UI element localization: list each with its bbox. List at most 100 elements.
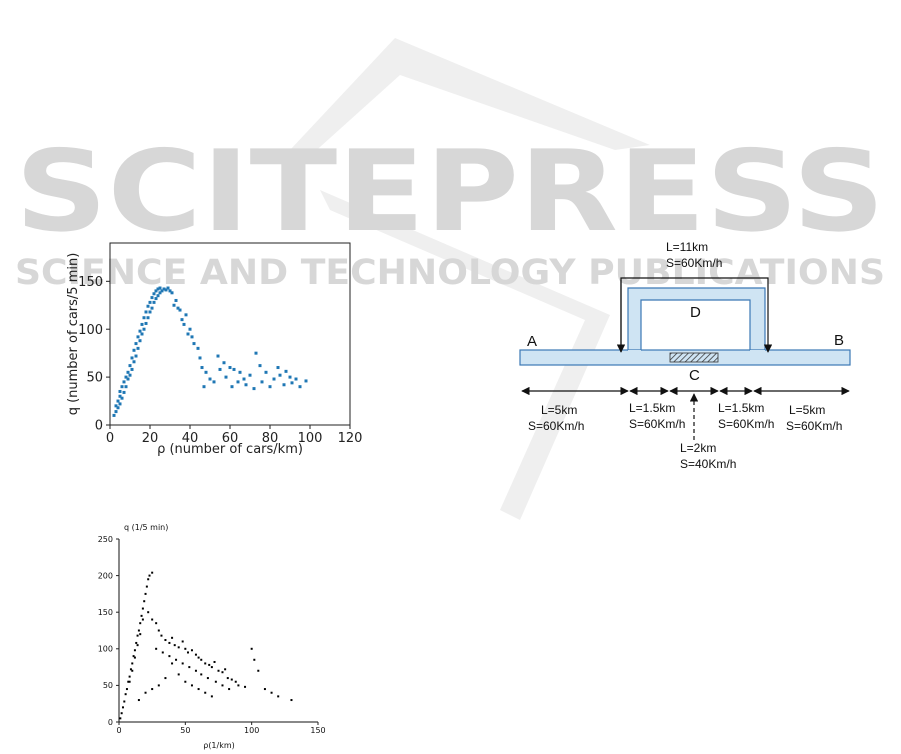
- x-tick-label: 100: [244, 726, 259, 735]
- data-point: [151, 688, 154, 691]
- data-point: [150, 296, 154, 300]
- data-point: [206, 677, 209, 680]
- data-point: [155, 622, 158, 625]
- data-point: [237, 684, 240, 687]
- data-point: [226, 677, 229, 680]
- data-point: [162, 287, 166, 291]
- data-point: [144, 321, 148, 325]
- data-point: [132, 348, 136, 352]
- data-point: [132, 655, 135, 658]
- data-point: [131, 669, 134, 672]
- data-point: [264, 370, 268, 374]
- data-point: [277, 695, 280, 698]
- data-point: [146, 304, 150, 308]
- node-b-label: B: [834, 332, 844, 349]
- data-point: [200, 658, 203, 661]
- data-point: [138, 329, 142, 333]
- y-tick-label: 100: [78, 323, 103, 338]
- data-point: [284, 369, 288, 373]
- data-point: [257, 669, 260, 672]
- data-point: [197, 688, 200, 691]
- data-point: [230, 678, 233, 681]
- data-point: [166, 286, 170, 290]
- data-point: [258, 364, 262, 368]
- data-point: [238, 370, 242, 374]
- data-point: [244, 383, 248, 387]
- data-point: [173, 644, 176, 647]
- data-point: [139, 633, 142, 636]
- data-point: [122, 390, 126, 394]
- data-point: [142, 316, 146, 320]
- x-tick-label: 50: [180, 726, 190, 735]
- data-point: [155, 647, 158, 650]
- data-point: [263, 688, 266, 691]
- data-point: [186, 651, 189, 654]
- x-tick-label: 120: [338, 431, 363, 446]
- data-point: [128, 675, 131, 678]
- data-point: [114, 410, 118, 414]
- data-point: [144, 592, 147, 595]
- data-point: [184, 680, 187, 683]
- data-point: [164, 288, 168, 292]
- segment-1-speed: S=60Km/h: [528, 419, 584, 433]
- data-point: [158, 286, 162, 290]
- data-point: [141, 607, 144, 610]
- data-point: [116, 399, 120, 403]
- data-point: [200, 673, 203, 676]
- data-point: [114, 404, 118, 408]
- data-point: [200, 366, 204, 370]
- data-point: [152, 300, 156, 304]
- data-point: [131, 662, 134, 665]
- data-point: [136, 644, 139, 647]
- data-point: [134, 354, 138, 358]
- data-point: [133, 649, 136, 652]
- data-point: [221, 671, 224, 674]
- data-point: [230, 385, 234, 389]
- data-point: [171, 662, 174, 665]
- data-point: [120, 385, 124, 389]
- data-point: [144, 691, 147, 694]
- data-point: [128, 680, 131, 683]
- y-tick-label: 200: [98, 571, 113, 580]
- data-point: [184, 647, 187, 650]
- segment-4-length: L=1.5km: [718, 401, 764, 415]
- data-point: [232, 367, 236, 371]
- y-tick-label: 250: [98, 535, 113, 544]
- x-tick-label: 0: [106, 431, 114, 446]
- data-point: [128, 373, 132, 377]
- y-axis-label: q (number of cars/5 min): [66, 253, 81, 416]
- data-point: [157, 684, 160, 687]
- data-point: [270, 691, 273, 694]
- y-axis-label: q (1/5 min): [124, 523, 168, 532]
- data-point: [146, 316, 150, 320]
- data-point: [126, 377, 130, 381]
- data-point: [137, 699, 140, 702]
- data-point: [140, 614, 143, 617]
- data-point: [184, 313, 188, 317]
- segment-1-length: L=5km: [541, 403, 577, 417]
- data-point: [217, 669, 220, 672]
- data-point: [172, 303, 176, 307]
- data-point: [204, 691, 207, 694]
- data-point: [121, 706, 124, 709]
- data-point: [294, 377, 298, 381]
- segment-5-length: L=5km: [789, 403, 825, 417]
- data-point: [164, 639, 167, 642]
- data-point: [148, 310, 152, 314]
- data-point: [147, 611, 150, 614]
- data-point: [198, 356, 202, 360]
- data-point: [136, 634, 139, 637]
- data-point: [222, 361, 226, 365]
- data-point: [133, 656, 136, 659]
- data-point: [175, 658, 178, 661]
- data-point: [161, 651, 164, 654]
- data-point: [224, 668, 227, 671]
- data-point: [130, 356, 134, 360]
- data-point: [181, 662, 184, 665]
- segment-3-length: L=2km: [680, 441, 716, 455]
- y-tick-label: 150: [98, 608, 113, 617]
- data-point: [142, 327, 146, 331]
- data-point: [174, 298, 178, 302]
